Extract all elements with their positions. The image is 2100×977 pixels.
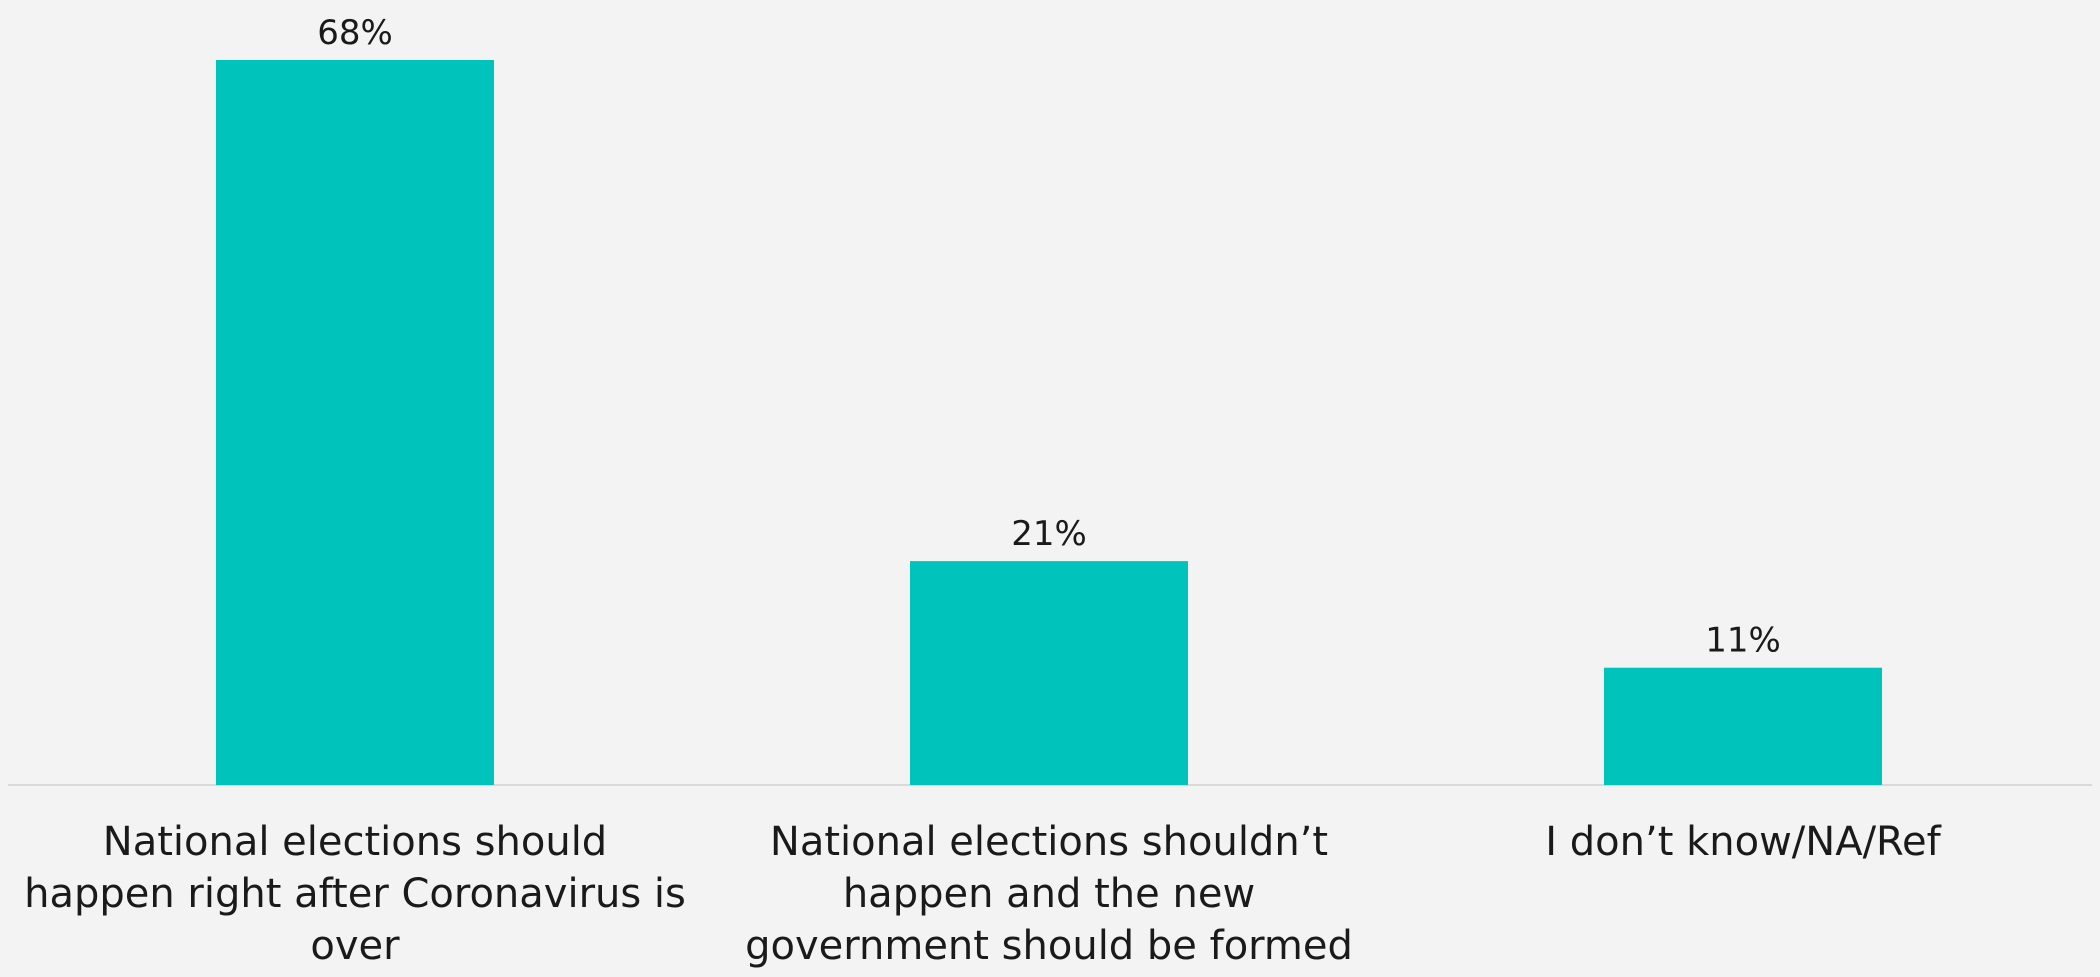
category-label-2: National elections shouldn’t happen and t…	[745, 819, 1353, 969]
data-labels-layer: 68% 21% 11%	[317, 13, 1781, 661]
category-label-line: happen and the new	[843, 871, 1255, 917]
bar-1	[216, 60, 494, 785]
category-label-line: government should be formed	[745, 923, 1353, 969]
category-label-3: I don’t know/NA/Ref	[1545, 819, 1941, 865]
bar-2	[910, 561, 1188, 785]
category-label-line: happen right after Coronavirus is	[24, 871, 686, 917]
category-label-1: National elections should happen right af…	[24, 819, 686, 969]
data-label-2: 21%	[1011, 514, 1087, 554]
category-label-line: National elections shouldn’t	[770, 819, 1328, 865]
category-label-line: National elections should	[103, 819, 607, 865]
bars-layer	[216, 60, 1882, 785]
category-labels-layer: National elections should happen right af…	[24, 819, 1942, 969]
data-label-3: 11%	[1705, 621, 1781, 661]
bar-3	[1604, 667, 1882, 785]
category-label-line: over	[310, 923, 400, 969]
data-label-1: 68%	[317, 13, 393, 53]
category-label-line: I don’t know/NA/Ref	[1545, 819, 1941, 865]
